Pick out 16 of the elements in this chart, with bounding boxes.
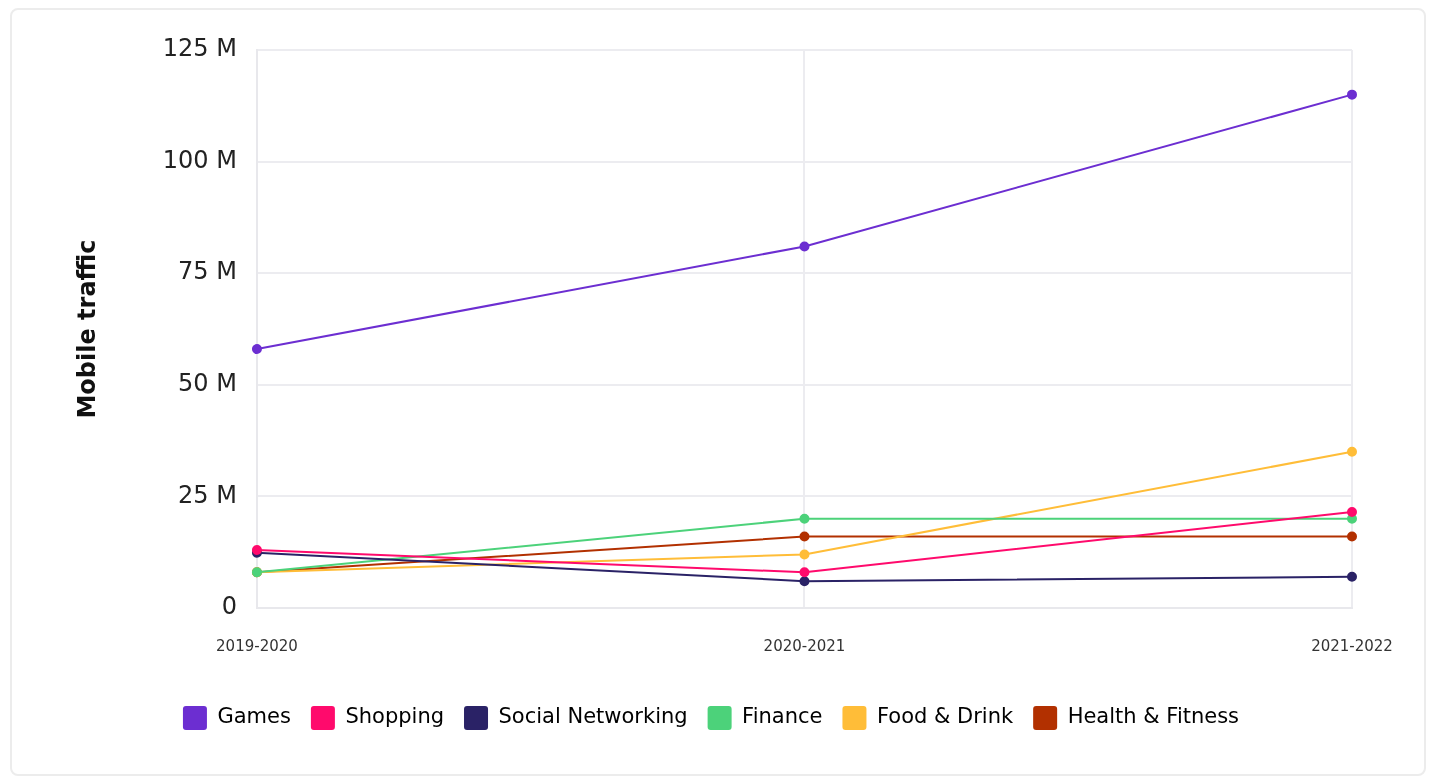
legend-label: Health & Fitness	[1067, 704, 1240, 729]
legend-label: Games	[217, 704, 291, 729]
legend-label: Food & Drink	[876, 704, 1014, 729]
y-tick-label: 100 M	[162, 145, 237, 174]
legend-label: Finance	[742, 704, 823, 729]
y-tick-label: 50 M	[178, 369, 237, 398]
x-tick-label: 2020-2021	[763, 636, 846, 655]
y-tick-label: 25 M	[178, 480, 237, 509]
legend-label: Social Networking	[498, 704, 688, 729]
x-tick-label: 2021-2022	[1311, 636, 1393, 655]
y-axis-title: Mobile traffic	[72, 239, 101, 419]
y-tick-label: 125 M	[162, 34, 237, 63]
y-tick-label: 75 M	[178, 257, 237, 286]
y-tick-label: 0	[221, 592, 237, 621]
x-tick-label: 2019-2020	[216, 636, 298, 655]
legend-label: Shopping	[345, 704, 445, 729]
